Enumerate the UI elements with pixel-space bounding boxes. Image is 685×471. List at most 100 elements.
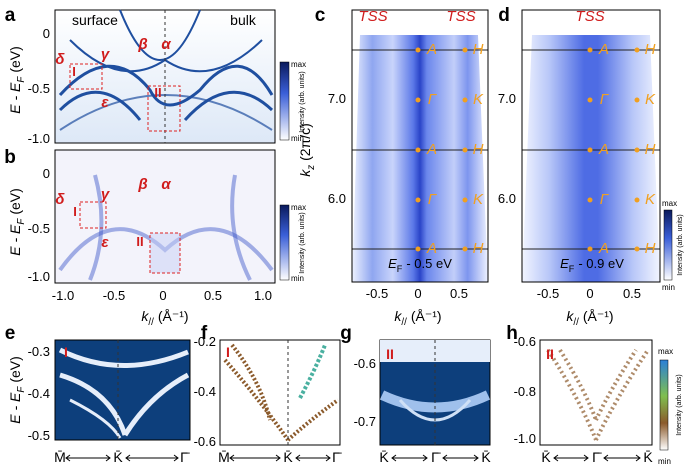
colorbar-min: min bbox=[658, 457, 671, 466]
box-label: II bbox=[386, 346, 394, 362]
y-axis-title: kz (2π/c) bbox=[297, 123, 317, 177]
y-axis-title: E - EF (eV) bbox=[7, 46, 27, 114]
x-tick-label: K̄ bbox=[379, 449, 389, 465]
band-label: α bbox=[161, 176, 171, 193]
panel-label: e bbox=[5, 323, 16, 344]
point-label: H bbox=[645, 141, 656, 158]
point-label: A bbox=[426, 41, 437, 58]
y-tick-label: -0.8 bbox=[514, 384, 536, 399]
y-tick-label: -0.6 bbox=[354, 356, 376, 371]
direction-arrow bbox=[603, 454, 641, 462]
y-tick-label: 6.0 bbox=[328, 191, 346, 206]
colorbar-max: max bbox=[662, 199, 677, 208]
point-label: K bbox=[473, 91, 484, 108]
y-tick-label: -1.0 bbox=[28, 131, 50, 146]
point-label: A bbox=[426, 141, 437, 158]
x-axis-title: (Å⁻¹) bbox=[583, 308, 614, 324]
x-tick-label: -1.0 bbox=[52, 288, 74, 303]
panel-label: c bbox=[315, 5, 326, 26]
colorbar-max: max bbox=[291, 203, 306, 212]
point-label: H bbox=[473, 41, 484, 58]
y-axis-title: E - EF (eV) bbox=[7, 356, 27, 424]
colorbar-min: min bbox=[658, 457, 671, 466]
point-label: K bbox=[473, 191, 484, 208]
band-label: δ bbox=[55, 191, 65, 208]
energy-label: E bbox=[388, 256, 397, 271]
x-tick-label: 0 bbox=[159, 288, 166, 303]
panel-label: b bbox=[4, 147, 16, 168]
y-tick-label: -1.0 bbox=[514, 431, 536, 446]
point-marker bbox=[415, 147, 421, 153]
point-marker bbox=[587, 47, 593, 53]
colorbar-a bbox=[279, 61, 290, 141]
y-axis-title: z bbox=[306, 165, 317, 171]
box-label: II bbox=[136, 234, 143, 249]
x-axis-title: k// (Å⁻¹) bbox=[566, 308, 613, 328]
point-label: Γ bbox=[428, 91, 438, 108]
point-label: H bbox=[473, 141, 484, 158]
y-axis-title: E - E bbox=[7, 82, 23, 114]
point-marker bbox=[634, 197, 640, 203]
point-marker bbox=[415, 47, 421, 53]
x-tick-label: M̄ bbox=[218, 449, 230, 465]
energy-label: E bbox=[560, 256, 569, 271]
y-tick-label: -0.6 bbox=[514, 334, 536, 349]
y-tick-label: 7.0 bbox=[328, 91, 346, 106]
x-tick-label: K̄ bbox=[283, 449, 293, 465]
panel-label: h bbox=[506, 323, 518, 344]
x-tick-label: K̄ bbox=[481, 449, 491, 465]
x-tick-label: -0.5 bbox=[366, 286, 388, 301]
box-label: I bbox=[226, 344, 230, 360]
panel-label: g bbox=[340, 323, 352, 344]
box-label: I bbox=[64, 344, 68, 360]
y-tick-label: -0.5 bbox=[28, 81, 50, 96]
y-tick-label: -0.4 bbox=[194, 384, 216, 399]
image-e bbox=[54, 339, 191, 441]
y-tick-label: -0.5 bbox=[28, 221, 50, 236]
panel-label: b bbox=[4, 147, 16, 168]
band-label: ε bbox=[101, 94, 109, 111]
point-label: H bbox=[473, 240, 484, 257]
band-label: β bbox=[137, 176, 147, 193]
x-tick-label: K̄ bbox=[283, 449, 293, 465]
point-label: A bbox=[598, 41, 609, 58]
x-axis-title: // bbox=[573, 317, 579, 328]
y-tick-label: -1.0 bbox=[28, 269, 50, 284]
x-tick-label: 0 bbox=[414, 286, 421, 301]
x-tick-label: Γ̄ bbox=[592, 449, 602, 465]
direction-arrow bbox=[295, 454, 331, 462]
point-label: A bbox=[426, 41, 437, 58]
band-label: β bbox=[137, 36, 147, 53]
point-marker bbox=[462, 97, 468, 103]
x-tick-label: -0.5 bbox=[366, 286, 388, 301]
point-marker bbox=[462, 147, 468, 153]
band-label: α bbox=[161, 176, 171, 193]
tss-label: TSS bbox=[358, 8, 387, 25]
y-axis-title: F bbox=[16, 386, 27, 393]
y-tick-label: -0.6 bbox=[194, 434, 216, 449]
y-tick-label: -0.6 bbox=[194, 434, 216, 449]
y-axis-title: E - E bbox=[7, 392, 23, 424]
panel-label: h bbox=[506, 323, 518, 344]
point-marker bbox=[415, 197, 421, 203]
band-label: ε bbox=[101, 234, 109, 251]
colorbar-title: Intensity (arb. units) bbox=[677, 214, 684, 275]
colorbar-title: Intensity (arb. units) bbox=[676, 374, 683, 435]
point-marker bbox=[587, 147, 593, 153]
point-label: A bbox=[598, 240, 609, 257]
x-tick-label: 0 bbox=[586, 286, 593, 301]
energy-label: EF - 0.5 eV bbox=[388, 256, 452, 274]
x-tick-label: K̄ bbox=[643, 449, 653, 465]
energy-label: F bbox=[569, 264, 575, 274]
energy-label: - 0.5 eV bbox=[406, 256, 452, 271]
tss-label: TSS bbox=[446, 8, 475, 25]
x-axis-title: // bbox=[148, 317, 154, 328]
x-axis-title: (Å⁻¹) bbox=[411, 308, 442, 324]
x-tick-label: 1.0 bbox=[254, 288, 272, 303]
panel-label: f bbox=[201, 323, 208, 344]
band-label: γ bbox=[101, 46, 111, 63]
tss-label: TSS bbox=[446, 8, 475, 25]
panel-label: g bbox=[340, 323, 352, 344]
point-label: Γ bbox=[428, 91, 438, 108]
y-axis-title: E - E bbox=[7, 224, 23, 256]
